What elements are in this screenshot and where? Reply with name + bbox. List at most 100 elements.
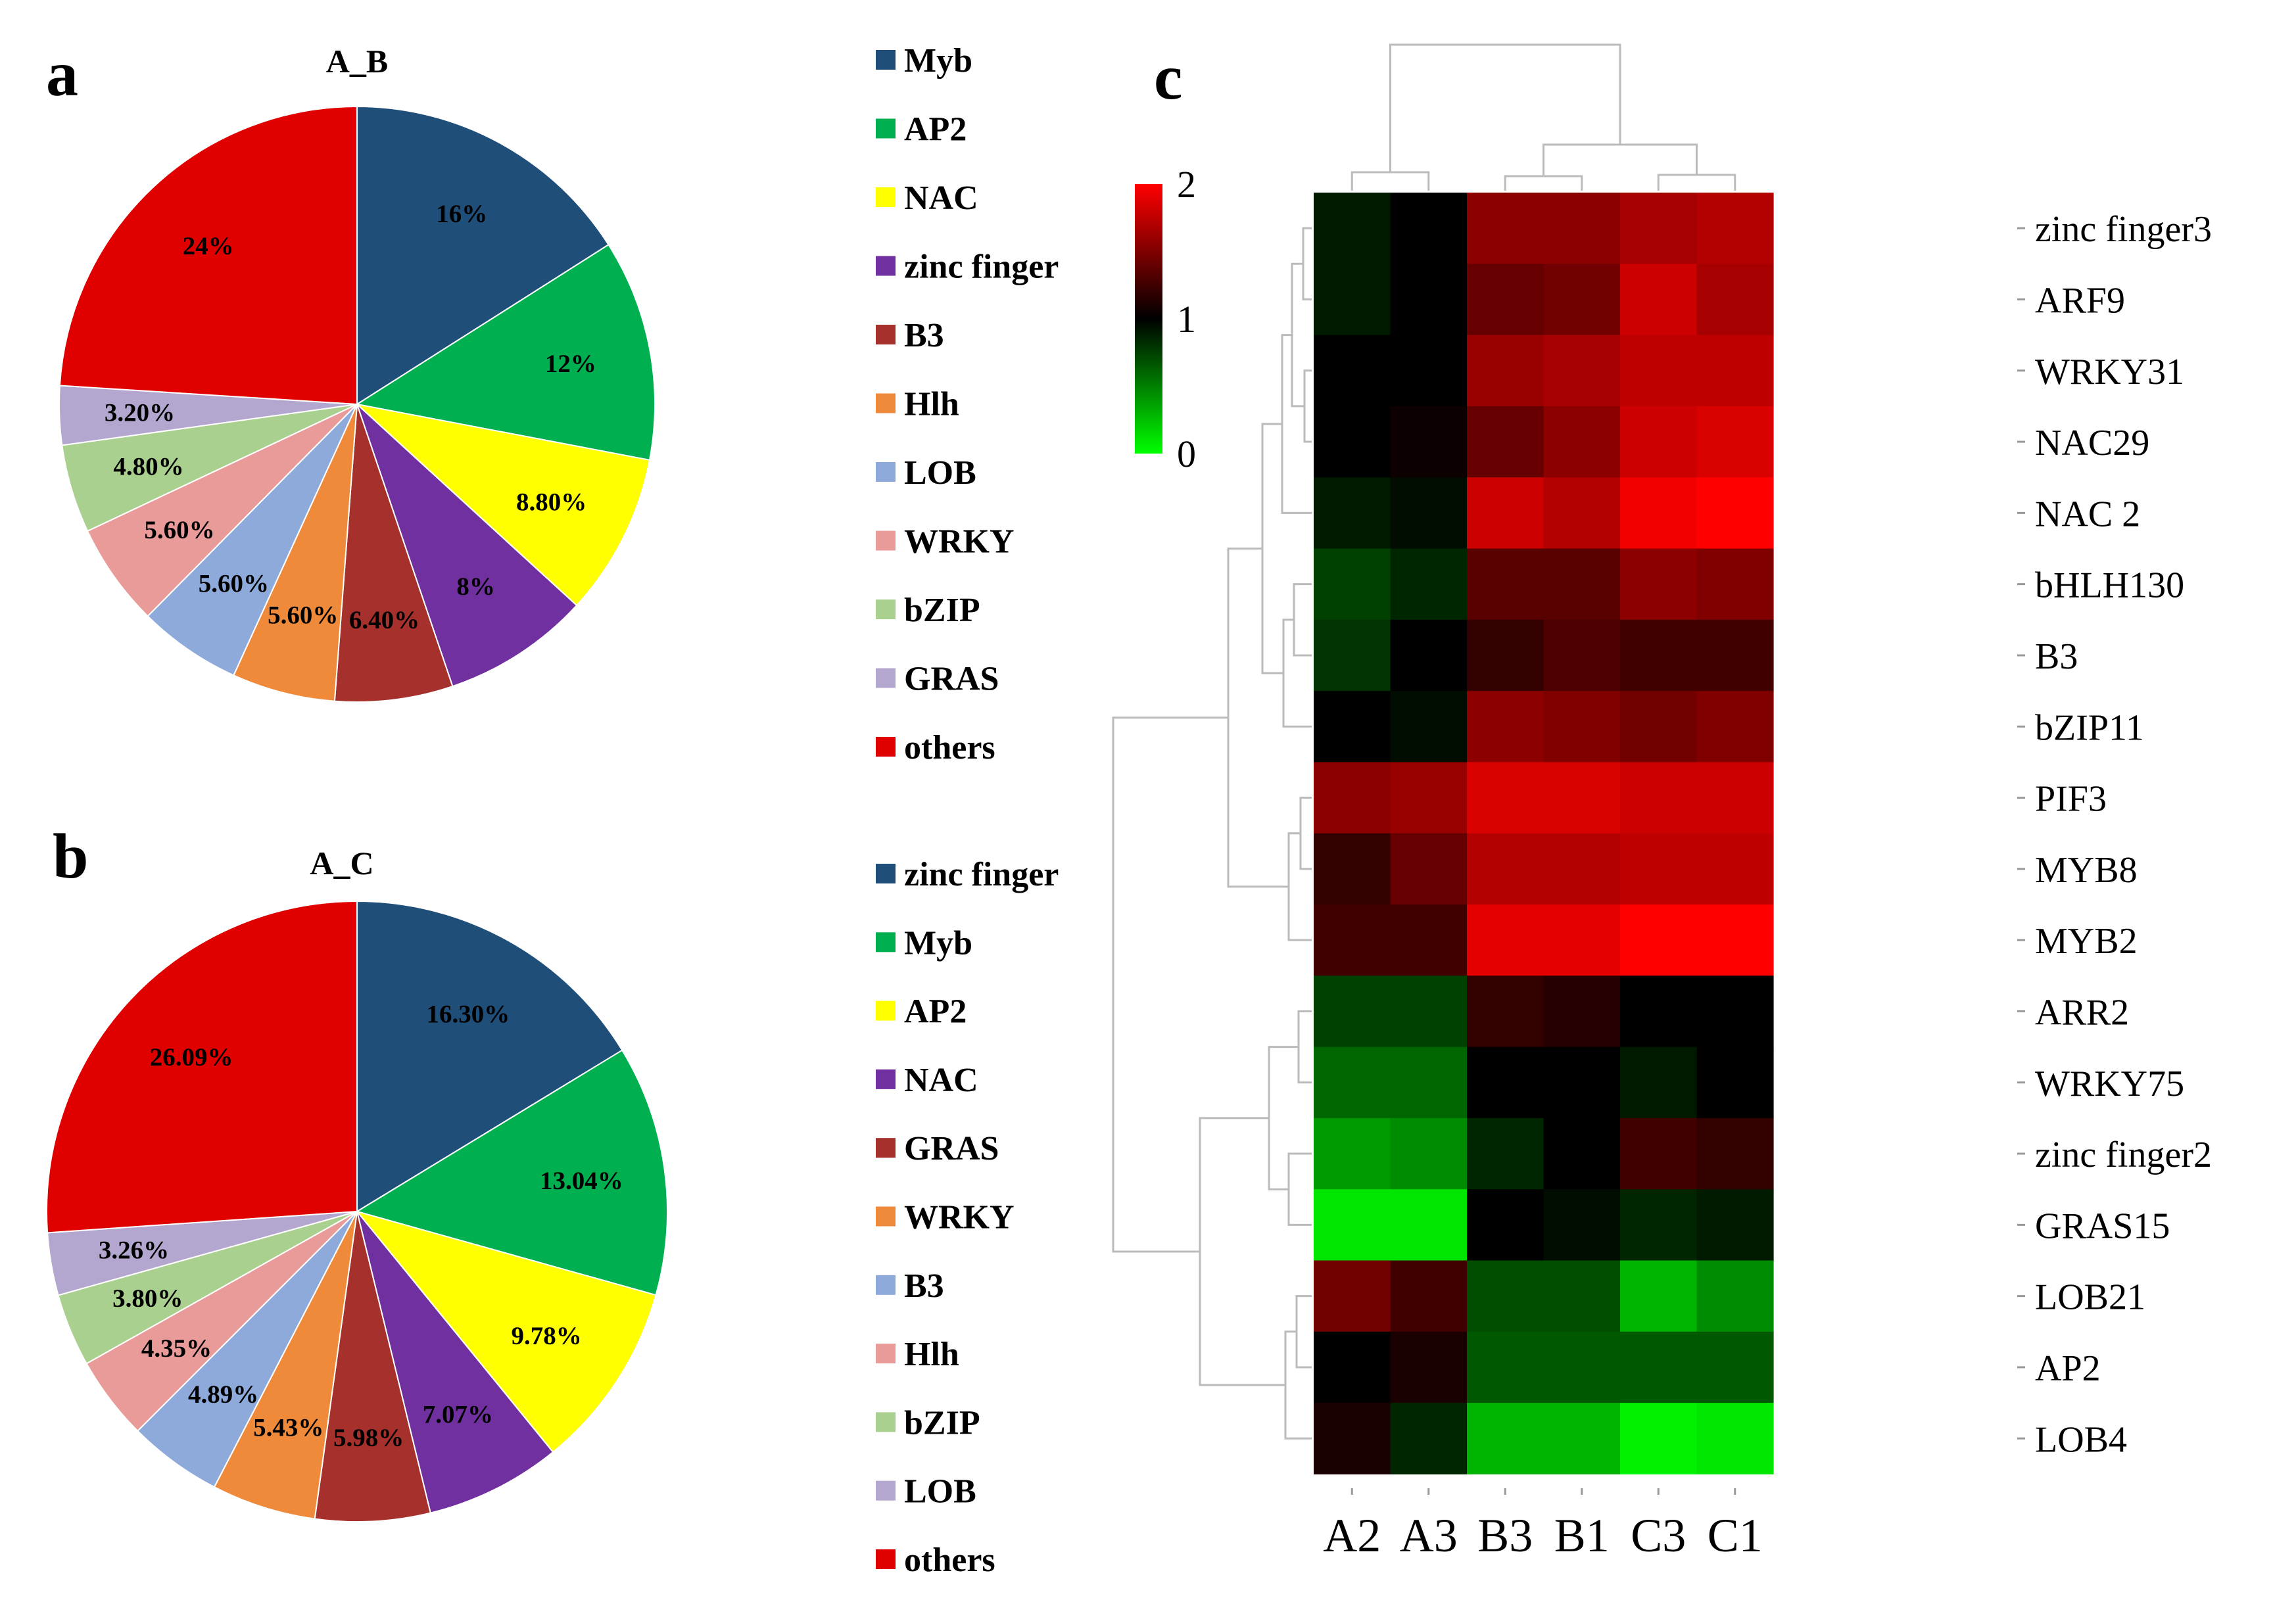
legend-a-label-10: others <box>904 729 995 766</box>
heatmap-cell-0-2 <box>1467 193 1544 264</box>
row-dendrogram-link-0 <box>1302 227 1312 300</box>
pie-a-slice-2 <box>354 403 651 607</box>
legend-a-label-9: GRAS <box>904 661 999 698</box>
heatmap-cell-8-2 <box>1467 762 1544 834</box>
heatmap-cell-2-2 <box>1467 335 1544 407</box>
heatmap-cell-2-5 <box>1696 335 1774 407</box>
panel-c-letter: c <box>1154 42 1183 113</box>
heatmap-cell-12-2 <box>1467 1046 1544 1119</box>
pie-b-slice-6 <box>136 1211 358 1488</box>
legend-b-swatch-8 <box>876 1412 896 1432</box>
heatmap-cell-8-3 <box>1543 762 1621 834</box>
legend-a-label-6: LOB <box>904 454 976 492</box>
heatmap-row-label-8: PIF3 <box>2035 779 2107 820</box>
pie-b-slice-label-3: 7.07% <box>423 1401 493 1429</box>
heatmap-cell-13-5 <box>1696 1117 1774 1190</box>
heatmap-cell-3-1 <box>1390 406 1468 478</box>
heatmap-cell-14-0 <box>1314 1189 1391 1261</box>
legend-b-label-9: LOB <box>904 1473 976 1511</box>
legend-a-label-7: WRKY <box>904 523 1015 561</box>
heatmap-cell-1-2 <box>1467 264 1544 336</box>
pie-b-slice-label-1: 13.04% <box>540 1167 623 1195</box>
pie-b-slice-10 <box>46 900 358 1234</box>
heatmap-cell-17-1 <box>1390 1403 1468 1474</box>
heatmap-cell-10-0 <box>1314 905 1391 976</box>
color-scale-label-1: 1 <box>1177 298 1196 341</box>
legend-b-swatch-6 <box>876 1275 896 1295</box>
heatmap-cell-4-1 <box>1390 477 1468 550</box>
heatmap-cell-1-1 <box>1390 264 1468 336</box>
heatmap-column-labels: A2 A3 B3 B1 C3 C1 <box>1323 1488 1763 1562</box>
heatmap-cell-12-0 <box>1314 1046 1391 1119</box>
pie-a-slice-label-2: 8.80% <box>516 488 586 516</box>
legend-a-swatch-8 <box>876 599 896 619</box>
legend-b-label-2: AP2 <box>904 993 967 1031</box>
column-dendrogram-link-4 <box>1389 43 1621 172</box>
heatmap-cell-5-0 <box>1314 548 1391 621</box>
heatmap-row-label-17: LOB4 <box>2035 1419 2127 1460</box>
heatmap-cell-17-2 <box>1467 1403 1544 1474</box>
heatmap-cell-3-3 <box>1543 406 1621 478</box>
heatmap-cell-2-4 <box>1620 335 1698 407</box>
column-dendrogram-link-0 <box>1351 171 1430 191</box>
heatmap-cell-4-5 <box>1696 477 1774 550</box>
pie-a-slice-1 <box>355 243 656 461</box>
legend-b-swatch-1 <box>876 932 896 952</box>
heatmap-cell-7-5 <box>1696 691 1774 763</box>
heatmap-cell-17-4 <box>1620 1403 1698 1474</box>
pie-a-slice-4 <box>333 404 454 703</box>
heatmap-cell-17-5 <box>1696 1403 1774 1474</box>
heatmap-cell-9-1 <box>1390 833 1468 905</box>
heatmap-cell-6-4 <box>1620 619 1698 692</box>
pie-a-slice-5 <box>232 404 358 702</box>
heatmap-cell-6-1 <box>1390 619 1468 692</box>
heatmap-cell-3-0 <box>1314 406 1391 478</box>
heatmap-row-label-0: zinc finger3 <box>2035 209 2212 250</box>
heatmap-col-label-5: C1 <box>1708 1509 1763 1562</box>
row-dendrogram-link-3 <box>1281 334 1312 514</box>
heatmap-col-label-1: A3 <box>1400 1509 1458 1562</box>
heatmap-cell-16-0 <box>1314 1331 1391 1403</box>
color-scale-label-0: 2 <box>1177 163 1196 206</box>
heatmap-row-label-13: zinc finger2 <box>2035 1135 2212 1175</box>
pie-a-slice-0 <box>356 105 610 406</box>
heatmap-col-label-4: C3 <box>1631 1509 1686 1562</box>
legend-a-label-1: AP2 <box>904 111 967 149</box>
column-dendrogram-link-3 <box>1543 143 1698 176</box>
pie-b-slice-5 <box>213 1211 358 1520</box>
legend-b-swatch-7 <box>876 1344 896 1364</box>
heatmap-row-label-6: B3 <box>2035 636 2078 677</box>
legend-a: Myb AP2 NAC zinc finger B3 Hlh LOB WRKY bZIP GRAS… <box>876 42 1059 766</box>
heatmap-cell-15-1 <box>1390 1260 1468 1332</box>
pie-b-slice-2 <box>355 1210 657 1453</box>
heatmap-cell-14-2 <box>1467 1189 1544 1261</box>
legend-a-label-0: Myb <box>904 42 972 80</box>
heatmap-cell-10-5 <box>1696 905 1774 976</box>
row-dendrogram-link-9 <box>1227 548 1289 888</box>
legend-b-swatch-4 <box>876 1138 896 1158</box>
heatmap-cell-13-0 <box>1314 1117 1391 1190</box>
heatmap-cell-16-2 <box>1467 1331 1544 1403</box>
heatmap-cell-11-5 <box>1696 975 1774 1048</box>
heatmap-cell-3-2 <box>1467 406 1544 478</box>
heatmap-row-labels: zinc finger3 ARF9 WRKY31 NAC29 NAC 2 bHLH130 B… <box>2017 209 2212 1460</box>
heatmap-cell-3-5 <box>1696 406 1774 478</box>
color-scale-bar <box>1135 184 1162 454</box>
row-dendrogram-link-4 <box>1293 583 1312 657</box>
heatmap-cell-17-3 <box>1543 1403 1621 1474</box>
legend-b-swatch-2 <box>876 1000 896 1021</box>
pie-b-slice-label-9: 3.26% <box>99 1236 169 1265</box>
panel-b-letter: b <box>53 821 89 892</box>
pie-b-slice-0 <box>356 900 623 1213</box>
heatmap-cell-8-5 <box>1696 762 1774 834</box>
heatmap-col-label-0: A2 <box>1323 1509 1381 1562</box>
heatmap-cell-9-0 <box>1314 833 1391 905</box>
heatmap-cell-12-3 <box>1543 1046 1621 1119</box>
row-dendrogram-link-12 <box>1268 1046 1299 1190</box>
heatmap-cell-7-1 <box>1390 691 1468 763</box>
heatmap-row-label-9: MYB8 <box>2035 850 2138 891</box>
legend-a-swatch-3 <box>876 256 896 276</box>
heatmap-cell-7-3 <box>1543 691 1621 763</box>
panel-a-letter: a <box>46 39 78 110</box>
